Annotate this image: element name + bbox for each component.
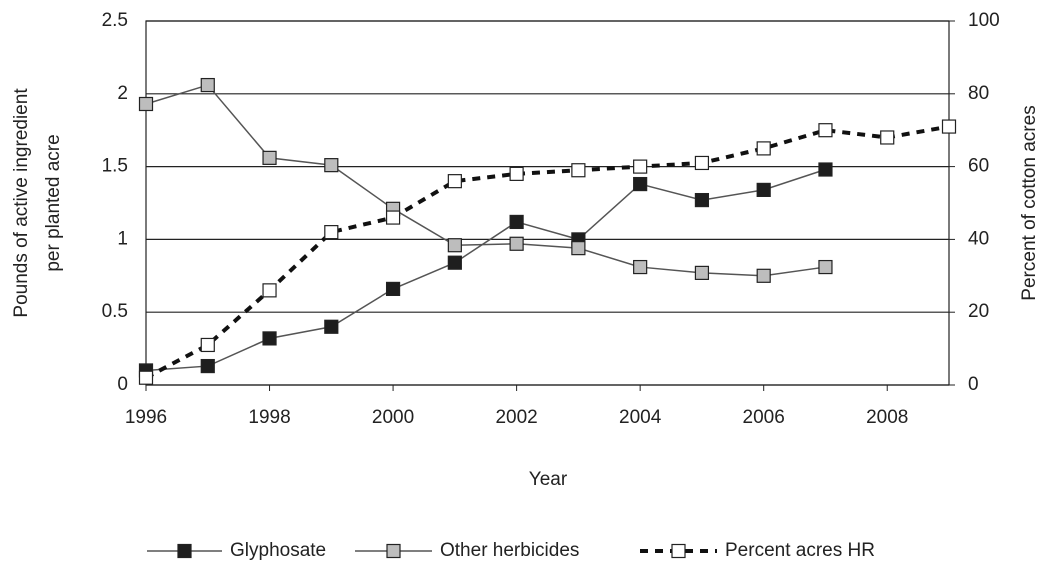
marker <box>694 265 710 280</box>
x-tick-label: 1998 <box>248 407 290 428</box>
marker <box>262 283 277 298</box>
y2-tick-label: 80 <box>968 83 989 104</box>
y-axis-label: Pounds of active ingredient <box>11 88 32 318</box>
marker <box>200 358 215 374</box>
x-tick-label: 2000 <box>372 407 414 428</box>
legend-label: Other herbicides <box>440 540 579 561</box>
marker <box>447 255 462 270</box>
y-tick-label: 1 <box>117 228 128 249</box>
marker <box>262 150 277 165</box>
marker <box>818 123 833 138</box>
marker <box>818 259 833 275</box>
marker <box>385 281 401 297</box>
legend-label: Glyphosate <box>230 540 326 561</box>
y2-axis-label: Percent of cotton acres <box>1019 105 1040 300</box>
marker <box>633 159 648 174</box>
y-tick-label: 2 <box>117 83 128 104</box>
legend-marker <box>177 543 192 559</box>
y2-tick-label: 0 <box>968 374 979 395</box>
x-tick-label: 2002 <box>495 407 537 428</box>
marker <box>447 174 462 189</box>
legend-marker <box>671 543 686 559</box>
marker <box>509 236 524 251</box>
y-tick-label: 0.5 <box>102 301 128 322</box>
marker <box>571 163 586 178</box>
plot-frame <box>145 20 950 386</box>
marker <box>756 182 771 197</box>
series-line <box>145 124 950 380</box>
marker <box>324 158 339 173</box>
marker <box>200 337 215 353</box>
y-tick-label: 0 <box>117 374 128 395</box>
x-tick-label: 2004 <box>619 407 662 428</box>
marker <box>818 162 833 177</box>
legend-label: Percent acres HR <box>725 540 875 561</box>
y-tick-label: 2.5 <box>102 10 128 31</box>
marker <box>571 241 586 256</box>
marker <box>756 141 771 156</box>
y-tick-label: 1.5 <box>102 156 128 177</box>
marker <box>447 238 462 253</box>
x-tick-label: 2006 <box>743 407 785 428</box>
marker <box>694 192 710 208</box>
x-axis-label: Year <box>529 469 568 490</box>
marker <box>509 166 524 181</box>
marker <box>138 370 154 385</box>
y2-tick-label: 40 <box>968 228 989 249</box>
marker <box>200 77 215 93</box>
marker <box>324 319 339 334</box>
marker <box>385 210 401 225</box>
marker <box>138 96 154 112</box>
y2-tick-label: 60 <box>968 156 989 177</box>
series-line <box>145 168 826 372</box>
y-axis-label: per planted acre <box>43 134 64 271</box>
series-line <box>145 84 826 277</box>
legend-marker <box>386 543 401 559</box>
marker <box>509 214 524 230</box>
y2-tick-label: 20 <box>968 301 989 322</box>
marker <box>633 259 648 275</box>
marker <box>941 119 957 134</box>
x-tick-label: 2008 <box>866 407 908 428</box>
marker <box>756 268 771 283</box>
marker <box>324 225 339 240</box>
marker <box>262 331 277 346</box>
marker <box>880 130 895 145</box>
y2-tick-label: 100 <box>968 10 1000 31</box>
x-tick-label: 1996 <box>125 407 167 428</box>
marker <box>633 176 648 192</box>
marker <box>694 155 710 171</box>
